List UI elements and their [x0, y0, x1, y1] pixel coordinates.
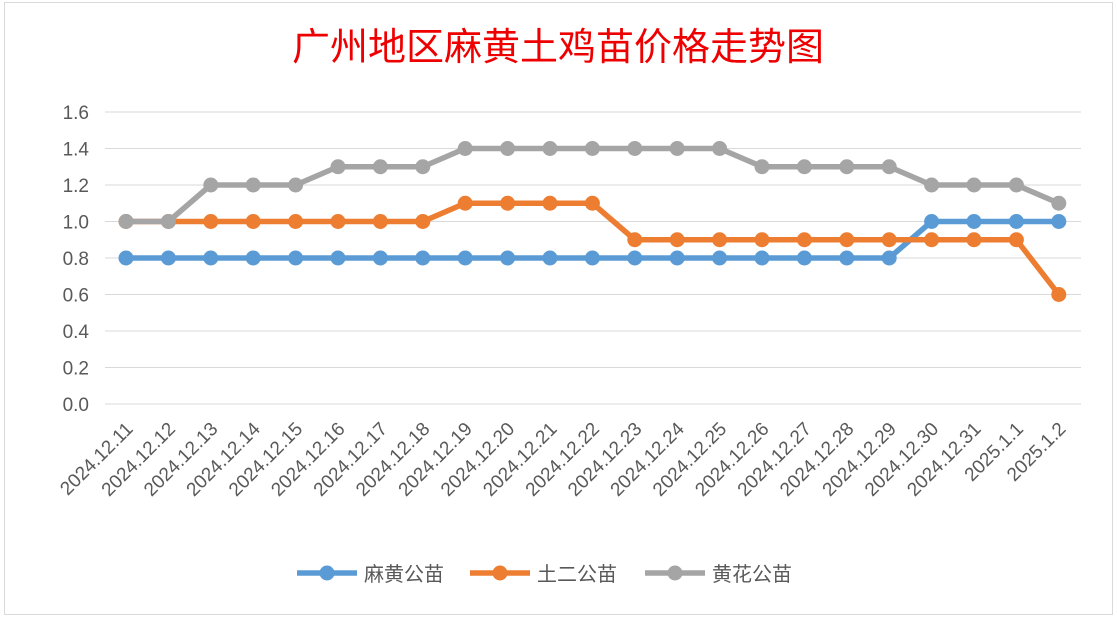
data-point [288, 177, 304, 193]
data-point [627, 250, 643, 266]
data-point [712, 250, 728, 266]
legend-item: 黄花公苗 [645, 562, 792, 586]
data-point [1051, 287, 1067, 302]
data-point [1051, 195, 1067, 211]
legend-swatch-marker [492, 565, 508, 581]
data-point [924, 214, 940, 229]
data-point [712, 141, 728, 156]
legend-label: 麻黄公苗 [364, 562, 444, 586]
data-point [457, 195, 473, 211]
data-point [669, 141, 685, 156]
data-point [924, 232, 940, 248]
data-point [457, 250, 473, 266]
data-point [669, 232, 685, 248]
legend: 麻黄公苗 土二公苗 黄花公苗 [297, 562, 792, 586]
legend-label: 黄花公苗 [712, 562, 792, 586]
data-point [881, 232, 897, 248]
data-point [245, 214, 261, 229]
series-3 [118, 141, 1067, 229]
legend-item: 土二公苗 [470, 562, 617, 586]
data-point [160, 250, 176, 266]
data-point [415, 250, 431, 266]
y-tick-label: 1.0 [63, 213, 89, 234]
legend-swatch-marker [319, 565, 335, 581]
data-point [796, 232, 812, 248]
data-point [754, 232, 770, 248]
data-point [288, 214, 304, 229]
data-point [754, 250, 770, 266]
series-1 [118, 214, 1067, 266]
data-point [245, 250, 261, 266]
data-point [839, 159, 855, 175]
data-point [500, 141, 516, 156]
data-point [1051, 214, 1067, 229]
data-point [203, 214, 219, 229]
y-tick-label: 0.0 [63, 395, 89, 416]
legend-label: 土二公苗 [537, 562, 617, 586]
data-point [457, 141, 473, 156]
data-point [245, 177, 261, 193]
data-point [584, 141, 600, 156]
data-point [627, 141, 643, 156]
y-tick-label: 0.8 [63, 249, 89, 270]
data-point [584, 250, 600, 266]
y-tick-label: 1.6 [63, 103, 89, 124]
y-tick-label: 0.2 [63, 359, 89, 380]
legend-item: 麻黄公苗 [297, 562, 444, 586]
series-layer [118, 141, 1067, 302]
data-point [372, 214, 388, 229]
data-point [118, 250, 134, 266]
data-point [415, 159, 431, 175]
data-point [669, 250, 685, 266]
data-point [288, 250, 304, 266]
data-point [712, 232, 728, 248]
data-point [1008, 232, 1024, 248]
y-tick-label: 0.6 [63, 286, 89, 307]
data-point [881, 250, 897, 266]
data-point [839, 232, 855, 248]
series-line [123, 200, 1062, 298]
chart-frame [4, 2, 1113, 615]
data-point [330, 250, 346, 266]
data-point [542, 141, 558, 156]
series-2 [118, 195, 1067, 302]
data-point [542, 250, 558, 266]
data-point [754, 159, 770, 175]
data-point [415, 214, 431, 229]
data-point [839, 250, 855, 266]
data-point [372, 159, 388, 175]
data-point [796, 250, 812, 266]
data-point [118, 214, 134, 229]
gridlines [105, 111, 1081, 405]
data-point [500, 250, 516, 266]
x-axis: 2024.12.112024.12.122024.12.132024.12.14… [56, 418, 1070, 500]
y-tick-label: 1.4 [63, 140, 90, 161]
data-point [796, 159, 812, 175]
y-tick-label: 0.4 [63, 322, 90, 343]
data-point [924, 177, 940, 193]
legend-swatch-marker [667, 565, 683, 581]
data-point [627, 232, 643, 248]
data-point [500, 195, 516, 211]
data-point [203, 250, 219, 266]
data-point [1008, 177, 1024, 193]
y-axis: 0.0 0.2 0.4 0.6 0.8 1.0 1.2 1.4 1.6 [63, 103, 90, 416]
data-point [330, 159, 346, 175]
data-point [1008, 214, 1024, 229]
data-point [542, 195, 558, 211]
data-point [372, 250, 388, 266]
data-point [966, 214, 982, 229]
y-tick-label: 1.2 [63, 176, 89, 197]
data-point [881, 159, 897, 175]
chart-title: 广州地区麻黄土鸡苗价格走势图 [292, 25, 824, 69]
data-point [584, 195, 600, 211]
data-point [330, 214, 346, 229]
data-point [966, 232, 982, 248]
data-point [203, 177, 219, 193]
data-point [966, 177, 982, 193]
data-point [160, 214, 176, 229]
